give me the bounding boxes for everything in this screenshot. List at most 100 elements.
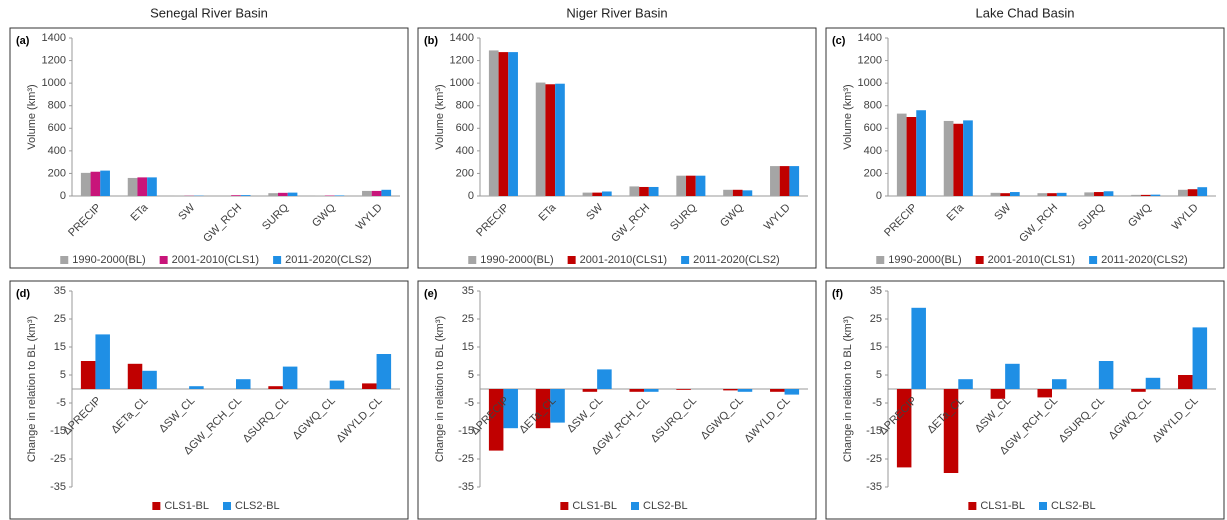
y-axis-label: Change in relation to BL (km³) [26,316,38,462]
y-tick-label: -25 [866,453,882,465]
bar [1098,361,1114,389]
x-tick-label: SW [584,201,605,222]
y-tick-label: 800 [864,100,882,112]
bar [896,113,907,196]
bar [629,186,640,196]
y-tick-label: 5 [468,369,474,381]
x-tick-label: GW_RCH [1017,202,1060,245]
bar [742,190,753,196]
bar [362,190,372,196]
legend-swatch [560,502,569,510]
y-tick-label: 400 [48,145,66,157]
bar [723,389,738,391]
y-tick-label: 15 [870,341,882,353]
bar [240,195,251,196]
x-tick-label: ΔSURQ_CL [241,395,291,445]
bar [732,189,743,196]
bar [278,192,288,196]
legend-swatch [975,256,984,264]
y-axis-label: Change in relation to BL (km³) [842,316,854,462]
bar [1005,363,1020,389]
x-tick-label: PRECIP [474,202,511,239]
y-tick-label: 35 [462,285,474,297]
y-tick-label: 1400 [858,32,882,44]
x-tick-label: SURQ [1076,201,1107,232]
y-axis-label: Volume (km³) [434,84,446,149]
bar [1000,193,1010,196]
bar [601,191,612,196]
bar [789,166,800,196]
legend-label: CLS2-BL [235,500,280,512]
legend-swatch [968,502,977,510]
bar [231,195,241,196]
bar [488,50,499,196]
x-tick-label: ETa [129,201,152,224]
bar [686,175,696,196]
panel-frame [825,27,1225,269]
legend-label: 2001-2010(CLS1) [172,254,259,266]
chart-title: Niger River Basin [566,5,667,20]
y-tick-label: -15 [866,425,882,437]
y-tick-label: 0 [60,190,66,202]
x-tick-label: SURQ [260,201,291,232]
bar [1131,194,1141,196]
y-tick-label: 35 [54,285,66,297]
bar [127,363,143,389]
x-tick-label: GWQ [1126,201,1154,229]
legend-label: 2001-2010(CLS1) [580,254,667,266]
legend-swatch [567,256,576,264]
bar [676,175,687,196]
bar [737,389,753,392]
y-tick-label: -5 [56,397,66,409]
y-tick-label: 0 [468,190,474,202]
legend-label: 1990-2000(BL) [888,254,961,266]
bar [381,189,392,196]
x-tick-label: GW_RCH [201,202,244,245]
bar [137,177,148,196]
bar [1052,379,1067,389]
bar [550,389,565,423]
y-tick-label: 200 [48,167,66,179]
chart-title: Lake Chad Basin [975,5,1074,20]
x-tick-label: WYLD [1170,202,1201,233]
legend-swatch [876,256,885,264]
y-tick-label: 35 [870,285,882,297]
legend-label: CLS2-BL [1051,500,1096,512]
bar [80,361,96,389]
x-tick-label: ΔWYLD_CL [1150,395,1200,445]
bar [1103,191,1114,196]
panel-label: (f) [832,288,843,300]
bar [1131,389,1146,392]
x-tick-label: PRECIP [66,202,103,239]
x-tick-label: WYLD [762,202,793,233]
panel-label: (d) [16,288,30,300]
y-tick-label: 1000 [858,77,882,89]
bar [147,177,157,196]
x-tick-label: GW_RCH [609,202,652,245]
panel-label: (e) [424,288,438,300]
bar [1178,375,1193,389]
y-tick-label: -5 [464,397,474,409]
panel-frame [417,27,817,269]
x-tick-label: ΔSW_CL [157,395,197,435]
y-tick-label: 1200 [42,54,66,66]
legend-swatch [681,256,690,264]
x-tick-label: ΔETa_CL [109,395,150,436]
x-tick-label: ΔWYLD_CL [334,395,384,445]
y-tick-label: 1200 [858,54,882,66]
legend-label: 2011-2020(CLS2) [1101,254,1188,266]
y-tick-label: 25 [462,313,474,325]
bar [362,383,377,389]
panel-frame [825,280,1225,520]
panel-frame [9,280,409,520]
bar [953,123,964,196]
bar [95,334,110,389]
bar [555,83,565,196]
bar [943,389,959,473]
bar [376,354,392,389]
bar [90,171,101,196]
bar [1056,192,1067,196]
y-tick-label: -35 [866,481,882,493]
panel-frame [9,27,409,269]
bar [906,117,917,196]
